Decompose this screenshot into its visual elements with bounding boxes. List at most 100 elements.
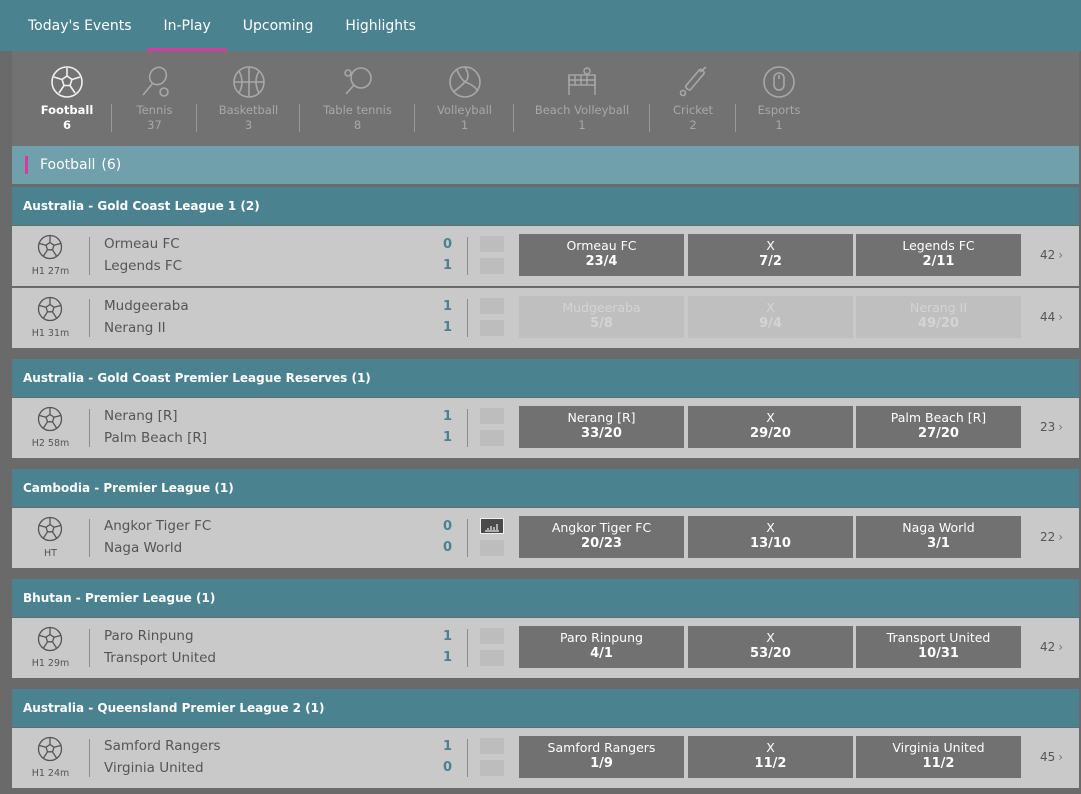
sport-tennis[interactable]: Tennis 37 [112,51,197,146]
sport-football[interactable]: Football 6 [22,51,112,146]
chevron-right-icon: › [1058,750,1064,764]
match-row[interactable]: H1 27m Ormeau FC Legends FC 0 1 Ormeau FC 23/4… [12,226,1079,286]
placeholder-box [480,408,504,424]
match-row[interactable]: H1 31m Mudgeeraba Nerang II 1 1 Mudgeeraba 5/8… [12,288,1079,348]
odds-value: 5/8 [590,316,613,331]
home-odds-button[interactable]: Nerang [R] 33/20 [519,406,684,448]
league-header[interactable]: Bhutan - Premier League (1) [12,579,1079,617]
divider [196,104,197,132]
more-markets-count: 45 [1040,750,1056,764]
more-markets-link[interactable]: 45 › [1040,750,1063,764]
match-time: HT [44,548,57,559]
away-team[interactable]: Nerang II [104,320,166,336]
home-team[interactable]: Ormeau FC [104,236,180,252]
divider [111,104,112,132]
home-team[interactable]: Paro Rinpung [104,628,194,644]
home-odds-button[interactable]: Samford Rangers 1/9 [519,736,684,778]
divider [513,104,514,132]
tab-todays-events[interactable]: Today's Events [28,17,132,34]
sport-beach-volleyball[interactable]: Beach Volleyball 1 [514,51,650,146]
divider [649,104,650,132]
sport-volleyball[interactable]: Volleyball 1 [415,51,514,146]
more-markets-link[interactable]: 23 › [1040,420,1063,434]
home-odds-button[interactable]: Angkor Tiger FC 20/23 [519,516,684,558]
odds-label: X [766,740,775,755]
odds-value: 23/4 [585,254,618,269]
league-header[interactable]: Australia - Gold Coast League 1 (2) [12,187,1079,225]
draw-odds-button[interactable]: X 29/20 [688,406,853,448]
home-team[interactable]: Nerang [R] [104,408,178,424]
chevron-right-icon: › [1058,420,1064,434]
match-row[interactable]: HT Angkor Tiger FC Naga World 0 0 Angkor Tige… [12,508,1079,568]
away-odds-button[interactable]: Transport United 10/31 [856,626,1021,668]
esports-icon [762,65,796,99]
chevron-right-icon: › [1058,530,1064,544]
home-team[interactable]: Samford Rangers [104,738,221,754]
top-nav: Today's Events In-Play Upcoming Highligh… [0,0,1081,51]
stats-icon[interactable] [480,518,504,534]
odds-label: X [766,300,775,315]
odds-value: 27/20 [918,426,959,441]
home-score: 1 [442,629,452,644]
draw-odds-button[interactable]: X 7/2 [688,234,853,276]
chevron-right-icon: › [1058,310,1064,324]
sport-cricket[interactable]: Cricket 2 [650,51,736,146]
odds-value: 49/20 [918,316,959,331]
odds-value: 11/2 [754,756,787,771]
away-team[interactable]: Virginia United [104,760,204,776]
odds-value: 53/20 [750,646,791,661]
away-score: 1 [442,650,452,665]
league-name: Australia - Gold Coast League 1 (2) [23,199,260,213]
sport-name: Cricket [672,103,714,117]
more-markets-link[interactable]: 22 › [1040,530,1063,544]
home-team[interactable]: Mudgeeraba [104,298,189,314]
odds-label: Transport United [886,630,991,645]
home-score: 1 [442,739,452,754]
away-odds-button[interactable]: Palm Beach [R] 27/20 [856,406,1021,448]
odds-value: 29/20 [750,426,791,441]
more-markets-count: 44 [1040,310,1056,324]
match-row[interactable]: H1 29m Paro Rinpung Transport United 1 1 Paro… [12,618,1079,678]
league-header[interactable]: Australia - Gold Coast Premier League Re… [12,359,1079,397]
home-odds-button[interactable]: Ormeau FC 23/4 [519,234,684,276]
match-row[interactable]: H1 24m Samford Rangers Virginia United 1 0 Sa… [12,728,1079,788]
sport-table-tennis[interactable]: Table tennis 8 [300,51,415,146]
home-team[interactable]: Angkor Tiger FC [104,518,212,534]
odds-label: X [766,410,775,425]
league-header[interactable]: Australia - Queensland Premier League 2 … [12,689,1079,727]
tab-upcoming[interactable]: Upcoming [242,17,314,34]
more-markets-link[interactable]: 44 › [1040,310,1063,324]
more-markets-link[interactable]: 42 › [1040,248,1063,262]
league-header[interactable]: Cambodia - Premier League (1) [12,469,1079,507]
odds-value: 4/1 [590,646,613,661]
league-name: Bhutan - Premier League (1) [23,591,216,605]
more-markets-link[interactable]: 42 › [1040,640,1063,654]
draw-odds-button[interactable]: X 13/10 [688,516,853,558]
divider [89,739,90,777]
section-header[interactable]: Football (6) [12,146,1079,184]
divider [89,629,90,667]
draw-odds-button[interactable]: X 53/20 [688,626,853,668]
divider [467,739,468,777]
away-team[interactable]: Naga World [104,540,183,556]
away-odds-button[interactable]: Virginia United 11/2 [856,736,1021,778]
away-odds-button[interactable]: Legends FC 2/11 [856,234,1021,276]
sport-esports[interactable]: Esports 1 [736,51,822,146]
tab-highlights[interactable]: Highlights [345,17,416,34]
odds-value: 9/4 [759,316,782,331]
away-team[interactable]: Palm Beach [R] [104,430,208,446]
tab-in-play[interactable]: In-Play [147,0,227,51]
away-team[interactable]: Legends FC [104,258,183,274]
table-tennis-icon [341,65,375,99]
league-name: Australia - Gold Coast Premier League Re… [23,371,371,385]
home-odds-button[interactable]: Paro Rinpung 4/1 [519,626,684,668]
basketball-icon [232,65,266,99]
divider [467,299,468,337]
sport-basketball[interactable]: Basketball 3 [197,51,300,146]
away-odds-button[interactable]: Naga World 3/1 [856,516,1021,558]
placeholder-box [480,258,504,274]
draw-odds-button[interactable]: X 11/2 [688,736,853,778]
away-team[interactable]: Transport United [104,650,216,666]
match-time: H1 29m [31,658,70,669]
match-row[interactable]: H2 58m Nerang [R] Palm Beach [R] 1 1 Nerang [… [12,398,1079,458]
